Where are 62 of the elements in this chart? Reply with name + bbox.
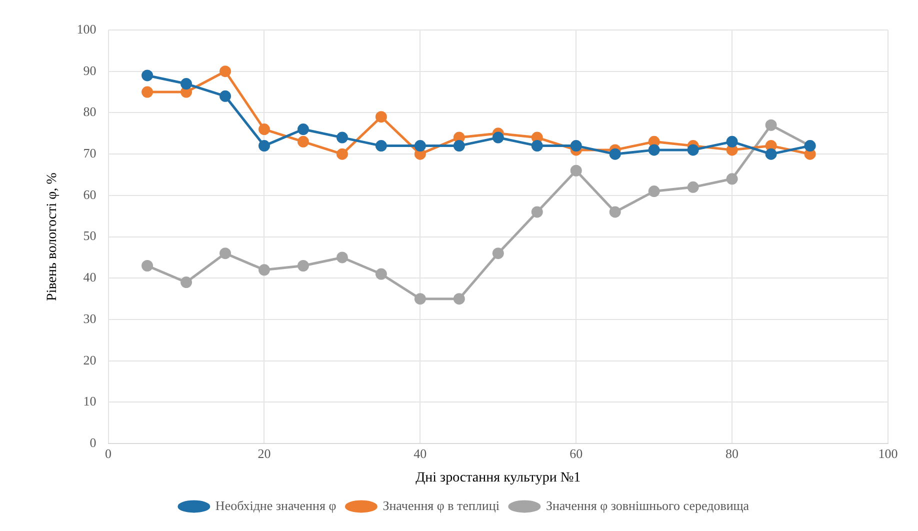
point bbox=[336, 252, 348, 264]
point bbox=[648, 144, 660, 156]
point bbox=[180, 78, 192, 90]
point bbox=[336, 132, 348, 144]
y-tick-label: 40 bbox=[83, 270, 96, 285]
x-tick-label: 20 bbox=[258, 446, 271, 461]
point bbox=[375, 111, 387, 123]
x-tick-label: 60 bbox=[570, 446, 583, 461]
point bbox=[180, 276, 192, 288]
point bbox=[492, 132, 504, 144]
x-tick-label: 100 bbox=[878, 446, 898, 461]
point bbox=[609, 148, 621, 160]
x-tick-label: 80 bbox=[726, 446, 739, 461]
y-tick-label: 0 bbox=[90, 435, 96, 450]
y-tick-label: 80 bbox=[83, 104, 96, 120]
y-tick-label: 20 bbox=[83, 352, 96, 368]
point bbox=[687, 181, 699, 193]
point bbox=[414, 140, 426, 152]
y-tick-label: 70 bbox=[83, 146, 96, 160]
point bbox=[570, 140, 582, 152]
y-tick-label: 100 bbox=[76, 21, 96, 36]
point bbox=[220, 90, 232, 102]
point bbox=[765, 119, 777, 131]
point bbox=[492, 248, 504, 260]
point bbox=[648, 186, 660, 198]
point bbox=[142, 260, 154, 272]
point bbox=[531, 140, 543, 152]
point bbox=[531, 206, 543, 218]
legend-label: Значення φ в теплиці bbox=[382, 498, 500, 513]
point bbox=[297, 124, 309, 136]
y-tick-label: 50 bbox=[83, 228, 96, 244]
x-tick-label: 0 bbox=[105, 446, 112, 461]
point bbox=[142, 86, 154, 98]
point bbox=[453, 293, 465, 305]
point bbox=[297, 136, 309, 148]
x-axis-title: Дні зростання культури №1 bbox=[416, 470, 581, 486]
y-tick-label: 90 bbox=[83, 62, 96, 78]
point bbox=[258, 264, 270, 276]
point bbox=[258, 124, 270, 136]
point bbox=[687, 144, 699, 156]
point bbox=[220, 66, 232, 78]
y-tick-label: 10 bbox=[83, 394, 96, 409]
point bbox=[220, 248, 232, 260]
y-tick-label: 60 bbox=[83, 186, 96, 202]
x-tick-label: 40 bbox=[414, 446, 427, 461]
point bbox=[297, 260, 309, 272]
point bbox=[570, 164, 582, 176]
point bbox=[726, 136, 738, 148]
point bbox=[765, 148, 777, 160]
legend-label: Необхідне значення φ bbox=[215, 498, 336, 513]
legend-label: Значення φ зовнішнього середовища bbox=[546, 498, 750, 513]
y-tick-label: 30 bbox=[83, 310, 96, 326]
point bbox=[609, 206, 621, 218]
y-axis-title: Рівень вологості φ, % bbox=[45, 172, 60, 301]
point bbox=[453, 140, 465, 152]
point bbox=[726, 173, 738, 185]
point bbox=[142, 70, 154, 82]
point bbox=[336, 148, 348, 160]
point bbox=[258, 140, 270, 152]
point bbox=[375, 268, 387, 280]
point bbox=[375, 140, 387, 152]
point bbox=[414, 293, 426, 305]
